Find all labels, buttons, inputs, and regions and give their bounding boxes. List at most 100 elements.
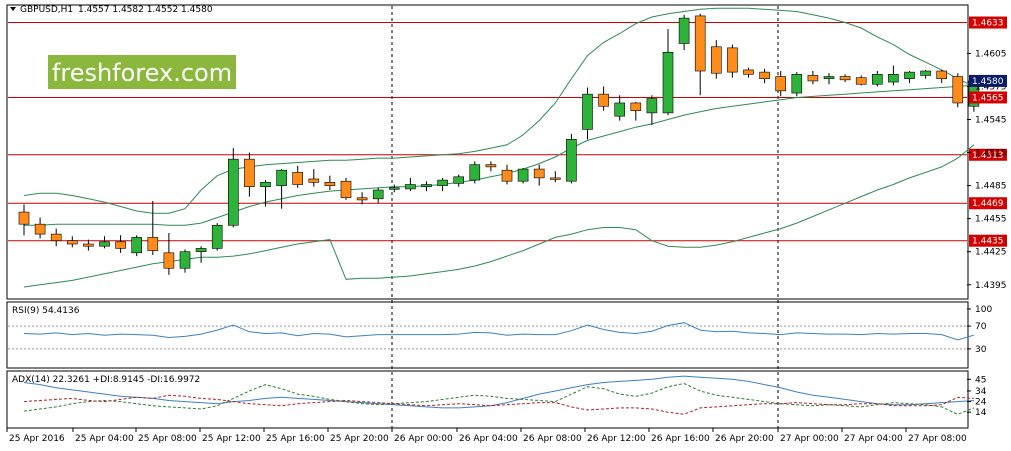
- bull-candle: [453, 176, 465, 184]
- bull-candle: [517, 168, 529, 182]
- bull-candle: [888, 74, 899, 83]
- level-label: 1.4565: [972, 93, 1004, 103]
- time-tick-label: 26 Apr 12:00: [587, 434, 646, 444]
- time-tick-label: 27 Apr 04:00: [844, 434, 903, 444]
- price-tick-label: 1.4455: [975, 215, 1007, 225]
- bear-candle: [743, 69, 754, 75]
- bear-candle: [324, 182, 336, 186]
- bear-candle: [533, 168, 545, 179]
- time-tick-label: 27 Apr 00:00: [780, 434, 839, 444]
- adx-tick-label: 14: [975, 408, 987, 418]
- bear-candle: [775, 76, 787, 92]
- bull-candle: [99, 241, 110, 247]
- price-panel: [6, 4, 969, 300]
- bear-candle: [244, 158, 255, 188]
- bear-candle: [163, 252, 175, 269]
- bull-candle: [421, 184, 432, 188]
- current-price-label: 1.4580: [972, 77, 1004, 87]
- price-tick-label: 1.4485: [975, 182, 1007, 192]
- bull-candle: [388, 187, 400, 190]
- time-tick-label: 25 Apr 12:00: [202, 434, 261, 444]
- watermark-badge: [48, 55, 236, 89]
- bear-candle: [292, 172, 304, 185]
- bear-candle: [147, 237, 159, 251]
- level-label: 1.4469: [972, 199, 1004, 209]
- bear-candle: [598, 93, 609, 107]
- bull-candle: [904, 71, 915, 80]
- symbol-label: GBPUSD,H1: [20, 5, 73, 15]
- adx-panel: [6, 370, 969, 429]
- bull-candle: [437, 179, 448, 186]
- bear-candle: [727, 47, 738, 73]
- price-tick-label: 1.4515: [975, 149, 1007, 159]
- bear-candle: [839, 76, 851, 81]
- bull-candle: [260, 182, 271, 188]
- bear-candle: [34, 223, 46, 235]
- bull-candle: [678, 17, 690, 44]
- price-tick-label: 1.4545: [975, 115, 1007, 125]
- dropdown-arrow-icon[interactable]: [10, 7, 16, 11]
- bull-candle: [195, 248, 207, 253]
- rsi-line: [23, 322, 975, 341]
- bull-candle: [871, 74, 883, 85]
- adx-line: [23, 375, 974, 409]
- bear-candle: [356, 197, 368, 201]
- bull-candle: [179, 251, 191, 269]
- time-tick-label: 25 Apr 08:00: [138, 434, 197, 444]
- bear-candle: [50, 233, 62, 242]
- bull-candle: [228, 158, 239, 226]
- time-tick-label: 25 Apr 16:00: [266, 434, 325, 444]
- time-tick-label: 26 Apr 16:00: [651, 434, 710, 444]
- di-minus-line: [23, 394, 974, 415]
- bull-candle: [662, 51, 674, 114]
- adx-title: ADX(14) 22.3261 +DI:8.9145 -DI:16.9972: [12, 375, 200, 385]
- bull-candle: [920, 70, 931, 76]
- adx-tick-label: 34: [975, 387, 987, 397]
- time-tick-label: 26 Apr 08:00: [523, 434, 582, 444]
- time-tick-label: 26 Apr 20:00: [715, 434, 774, 444]
- bull-candle: [582, 93, 593, 130]
- bull-candle: [372, 189, 384, 200]
- rsi-tick-label: 70: [975, 322, 987, 332]
- bull-candle: [791, 74, 803, 94]
- bear-candle: [501, 169, 513, 182]
- rsi-panel: [6, 301, 969, 369]
- bear-candle: [855, 77, 867, 85]
- adx-tick-label: 45: [975, 375, 986, 385]
- bull-candle: [469, 164, 481, 181]
- bear-candle: [340, 180, 352, 199]
- bollinger-middle-band: [24, 84, 974, 226]
- bear-candle: [308, 178, 320, 183]
- bull-candle: [211, 224, 223, 249]
- bull-candle: [405, 184, 416, 190]
- level-label-bg: [969, 234, 1007, 247]
- level-label-bg: [969, 148, 1007, 161]
- level-label: 1.4435: [972, 237, 1004, 247]
- price-tick-label: 1.4395: [975, 281, 1007, 291]
- time-tick-label: 25 Apr 20:00: [330, 434, 389, 444]
- time-tick-label: 27 Apr 08:00: [908, 434, 967, 444]
- time-tick-label: 26 Apr 04:00: [459, 434, 518, 444]
- bull-candle: [646, 98, 658, 114]
- adx-tick-label: 24: [975, 398, 987, 408]
- time-tick-label: 25 Apr 2016: [9, 434, 65, 444]
- bear-candle: [807, 75, 819, 82]
- bear-candle: [67, 240, 78, 245]
- bull-candle: [131, 237, 142, 254]
- bull-candle: [614, 102, 626, 117]
- bollinger-upper-band: [23, 7, 975, 214]
- bear-candle: [549, 177, 561, 180]
- bear-candle: [485, 164, 497, 168]
- bear-candle: [936, 70, 948, 80]
- price-tick-label: 1.4425: [975, 248, 1007, 258]
- bull-candle: [823, 76, 835, 80]
- bear-candle: [630, 102, 642, 111]
- level-label-bg: [969, 91, 1007, 104]
- bear-candle: [83, 243, 94, 247]
- bear-candle: [710, 46, 722, 74]
- time-tick-label: 26 Apr 00:00: [394, 434, 453, 444]
- bear-candle: [759, 71, 770, 80]
- level-label-bg: [969, 16, 1007, 29]
